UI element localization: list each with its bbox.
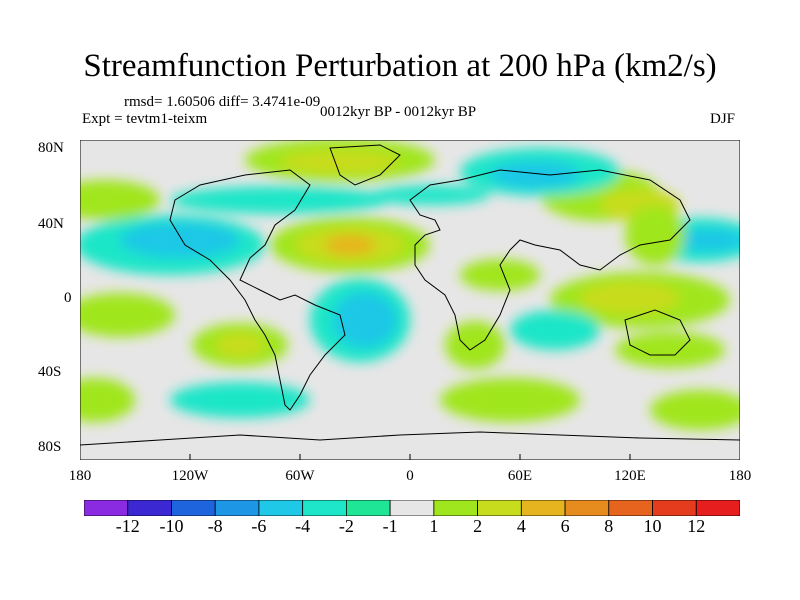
lon-label-60e: 60E (507, 468, 533, 484)
colorbar-label: -1 (382, 516, 398, 536)
plot-title: Streamfunction Perturbation at 200 hPa (… (83, 48, 717, 84)
colorbar-box (389, 500, 435, 516)
colorbar (84, 500, 740, 516)
colorbar-label: 4 (516, 516, 526, 536)
colorbar-label: -2 (338, 516, 354, 536)
lon-label-0: 0 (406, 468, 414, 484)
colorbar-box (520, 500, 566, 516)
lon-label-60w: 60W (285, 468, 315, 484)
lat-label-40s: 40S (38, 364, 62, 380)
colorbar-box (433, 500, 478, 516)
colorbar-label: 10 (643, 516, 662, 536)
colorbar-box (84, 500, 129, 516)
lat-label-80n: 80N (38, 140, 64, 156)
colorbar-label: -12 (115, 516, 140, 536)
colorbar-box (171, 500, 216, 516)
season-label: DJF (710, 111, 736, 127)
colorbar-box (564, 500, 610, 516)
colorbar-box (695, 500, 740, 516)
colorbar-label: 8 (604, 516, 614, 536)
lat-label-40n: 40N (38, 216, 64, 232)
colorbar-box (345, 500, 391, 516)
axis-ticks (189, 454, 631, 460)
lon-label-120e: 120E (614, 468, 646, 484)
colorbar-box (258, 500, 304, 516)
colorbar-label: 12 (687, 516, 706, 536)
colorbar-box (302, 500, 347, 516)
colorbar-box (127, 500, 172, 516)
colorbar-label: -8 (207, 516, 223, 536)
map-panel (80, 140, 740, 460)
coastlines (80, 144, 740, 446)
lon-label-180w: 180 (68, 468, 92, 484)
lon-label-180e: 180 (728, 468, 752, 484)
lon-label-120w: 120W (171, 468, 209, 484)
colorbar-label: -10 (159, 516, 184, 536)
colorbar-box (652, 500, 697, 516)
colorbar-label: 2 (473, 516, 483, 536)
lat-label-eq: 0 (64, 290, 72, 306)
stats-text: rmsd= 1.60506 diff= 3.4741e-09 (124, 94, 321, 110)
contour-fields (80, 140, 740, 430)
period-label: 0012kyr BP - 0012kyr BP (320, 104, 477, 120)
experiment-label: Expt = tevtm1-teixm (82, 111, 208, 127)
colorbar-box (477, 500, 522, 516)
colorbar-label: -6 (251, 516, 267, 536)
colorbar-box (608, 500, 653, 516)
colorbar-label: -4 (295, 516, 311, 536)
colorbar-box (214, 500, 260, 516)
colorbar-label: 6 (560, 516, 570, 536)
colorbar-label: 1 (429, 516, 439, 536)
lat-label-80s: 80S (38, 439, 62, 455)
